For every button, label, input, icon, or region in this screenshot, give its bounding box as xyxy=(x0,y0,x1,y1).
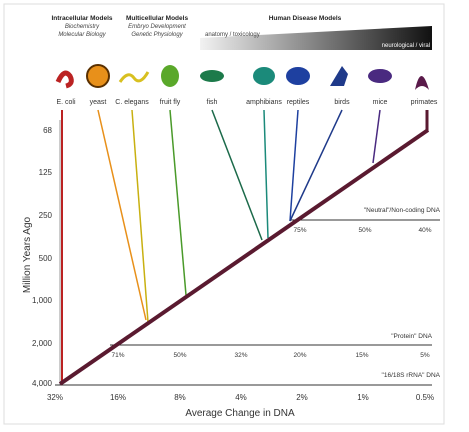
icon xyxy=(286,67,310,85)
protein-tick: 20% xyxy=(293,352,306,359)
neutral-tick: 75% xyxy=(293,227,306,234)
icon xyxy=(253,67,275,85)
figure: Intracellular Models Biochemistry Molecu… xyxy=(0,0,469,432)
organism-label: amphibians xyxy=(246,99,282,106)
icon xyxy=(368,69,392,83)
protein-tick: 5% xyxy=(420,352,430,359)
y-tick-label: 125 xyxy=(39,168,53,177)
header-title: Intracellular Models xyxy=(51,15,112,22)
header-sub: Embryo Development xyxy=(128,24,186,30)
y-tick-label: 4,000 xyxy=(32,379,53,388)
neutral-tick: 50% xyxy=(358,227,371,234)
header-sub: Genetic Physiology xyxy=(131,32,183,38)
gradient-right: neurological / viral xyxy=(382,43,430,49)
dna-label: "16/18S rRNA" DNA xyxy=(382,372,441,379)
protein-tick: 15% xyxy=(355,352,368,359)
y-tick-label: 500 xyxy=(39,254,53,263)
organism-label: primates xyxy=(411,99,438,106)
header-title: Multicellular Models xyxy=(126,15,189,22)
header-sub: Molecular Biology xyxy=(58,32,106,38)
y-tick-label: 1,000 xyxy=(32,296,53,305)
y-tick-label: 2,000 xyxy=(32,339,53,348)
icon xyxy=(87,65,109,87)
organism-label: E. coli xyxy=(56,99,76,106)
protein-tick: 32% xyxy=(234,352,247,359)
x-tick-label: 2% xyxy=(296,393,308,402)
dna-label: "Neutral"/Non-coding DNA xyxy=(364,207,441,214)
x-tick-label: 1% xyxy=(357,393,369,402)
protein-tick: 50% xyxy=(173,352,186,359)
header-title: Human Disease Models xyxy=(269,15,342,22)
protein-tick: 71% xyxy=(111,352,124,359)
dna-label: "Protein" DNA xyxy=(391,333,432,340)
y-axis-title: Million Years Ago xyxy=(22,216,33,293)
organism-label: reptiles xyxy=(287,99,310,106)
icon xyxy=(200,70,224,82)
organism-label: mice xyxy=(373,99,388,106)
gradient-left: anatomy / toxicology xyxy=(205,32,260,38)
frame xyxy=(4,4,444,424)
x-axis-title: Average Change in DNA xyxy=(185,408,295,419)
organism-label: birds xyxy=(334,99,350,106)
organism-label: fish xyxy=(207,99,218,106)
icon xyxy=(161,65,179,87)
organism-label: yeast xyxy=(90,99,107,106)
x-tick-label: 16% xyxy=(110,393,126,402)
organism-label: C. elegans xyxy=(115,99,149,106)
header-sub: Biochemistry xyxy=(65,24,100,30)
neutral-tick: 40% xyxy=(418,227,431,234)
y-tick-label: 68 xyxy=(43,126,52,135)
x-tick-label: 8% xyxy=(174,393,186,402)
x-tick-label: 0.5% xyxy=(416,393,434,402)
organism-label: fruit fly xyxy=(160,99,181,106)
x-tick-label: 4% xyxy=(235,393,247,402)
y-tick-label: 250 xyxy=(39,211,53,220)
x-tick-label: 32% xyxy=(47,393,63,402)
